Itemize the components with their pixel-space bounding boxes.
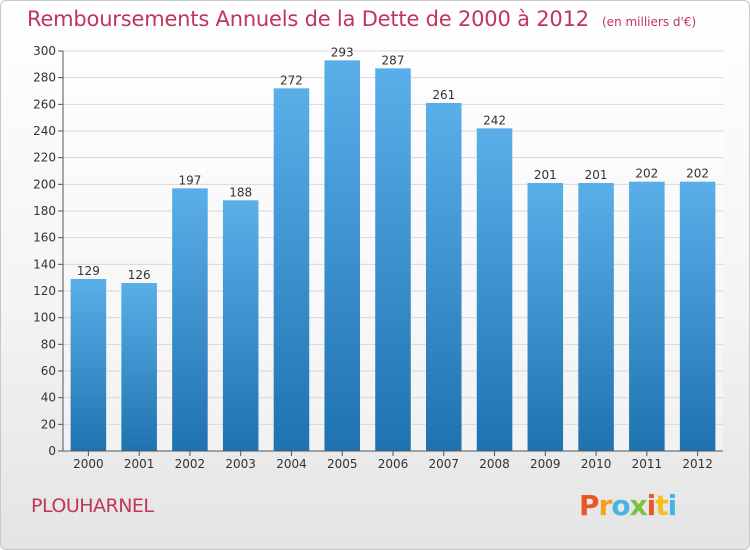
y-tick-label: 80 [41,337,56,351]
bar-value-label: 129 [77,264,100,278]
bar-value-label: 261 [432,88,455,102]
bar-value-label: 272 [280,73,303,87]
bar [121,283,157,451]
bar [222,200,259,451]
bar [172,188,208,452]
x-tick-label: 2004 [276,457,307,471]
y-tick-label: 200 [33,177,56,191]
bar-value-label: 287 [382,53,405,67]
y-tick-label: 100 [33,311,56,325]
bar [70,279,107,451]
x-tick-label: 2011 [632,457,663,471]
x-tick-label: 2005 [327,457,358,471]
proxiti-logo: Proxiti [579,489,678,522]
x-tick-label: 2008 [479,457,510,471]
bar-value-label: 201 [534,168,557,182]
y-tick-label: 180 [33,204,56,218]
chart-unit-note: (en milliers d'€) [602,15,697,29]
bar [273,88,310,451]
bar [476,128,513,451]
y-tick-label: 140 [33,257,56,271]
bar [578,183,614,451]
bar-value-label: 188 [229,185,252,199]
y-tick-label: 60 [41,364,56,378]
y-tick-label: 20 [41,417,56,431]
x-tick-label: 2009 [530,457,561,471]
bar [324,60,360,451]
logo-letter: P [579,489,600,522]
x-tick-label: 2012 [682,457,713,471]
bar [679,181,716,451]
bar [629,181,665,451]
y-tick-label: 240 [33,124,56,138]
logo-letter: x [629,489,648,522]
x-tick-label: 2000 [73,457,104,471]
bar [426,103,462,451]
bar-value-label: 201 [585,168,608,182]
logo-letter: i [667,489,678,522]
commune-name: PLOUHARNEL [31,495,154,517]
x-tick-label: 2003 [225,457,256,471]
logo-letter: o [611,489,630,522]
bar-value-label: 293 [331,45,354,59]
x-tick-label: 2002 [175,457,206,471]
logo-letter: t [655,489,668,522]
x-tick-label: 2010 [581,457,612,471]
chart-title: Remboursements Annuels de la Dette de 20… [27,7,589,31]
x-tick-label: 2001 [124,457,155,471]
y-tick-label: 120 [33,284,56,298]
bar [527,183,564,451]
bar-value-label: 242 [483,113,506,127]
bar-value-label: 197 [178,173,201,187]
x-tick-label: 2006 [378,457,409,471]
chart-title-row: Remboursements Annuels de la Dette de 20… [27,7,696,31]
y-tick-label: 220 [33,151,56,165]
bar [375,68,411,451]
y-tick-label: 40 [41,391,56,405]
x-tick-label: 2007 [428,457,459,471]
y-tick-label: 0 [48,444,56,458]
y-tick-label: 260 [33,97,56,111]
y-tick-label: 160 [33,231,56,245]
y-tick-label: 300 [33,44,56,58]
bar-value-label: 202 [635,167,658,181]
bar-value-label: 126 [128,268,151,282]
logo-letter: i [646,489,657,522]
bar-value-label: 202 [686,167,709,181]
logo-letter: r [598,489,613,522]
y-tick-label: 280 [33,71,56,85]
